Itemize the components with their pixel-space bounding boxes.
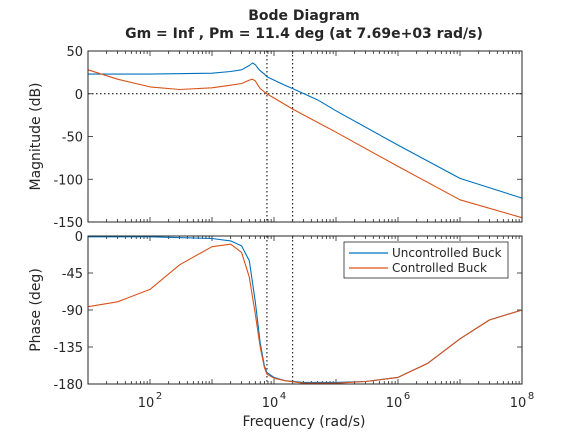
plot-area (88, 51, 522, 222)
y-tick-label: -180 (53, 378, 83, 393)
magnitude-panel: 50 0 -50 -100 -150 Magnitude (dB) (28, 45, 523, 231)
x-axis-label: Frequency (rad/s) (243, 414, 366, 430)
legend-entry: Controlled Buck (392, 261, 487, 275)
series-line-uncontrolled-buck (88, 62, 523, 199)
y-tick-label: 0 (75, 230, 83, 245)
chart-subtitle: Gm = Inf , Pm = 11.4 deg (at 7.69e+03 ra… (125, 26, 483, 42)
x-tick-label: 10 6 (386, 391, 410, 411)
x-axis-tick-labels: 10 2 10 4 10 6 10 8 (138, 391, 534, 411)
x-tick-label: 10 4 (262, 391, 286, 411)
y-tick-label: 0 (75, 88, 83, 103)
series-line-controlled-buck (87, 69, 523, 219)
x-tick-label: 10 2 (138, 391, 162, 411)
x-tick-exponent: 4 (280, 391, 286, 402)
legend-box (343, 241, 509, 279)
y-tick-label: 50 (66, 45, 83, 60)
y-tick-label: -150 (53, 216, 83, 231)
axes-frame (87, 50, 523, 223)
y-tick-label: -45 (62, 267, 83, 282)
x-tick-base: 10 (262, 396, 279, 411)
x-tick-exponent: 6 (404, 391, 410, 402)
y-tick-label: -90 (62, 304, 83, 319)
chart-title: Bode Diagram (248, 8, 360, 24)
series-line-controlled-buck (87, 243, 523, 384)
axes-frame (87, 235, 523, 385)
x-tick-base: 10 (138, 396, 155, 411)
y-axis-label: Phase (deg) (28, 268, 44, 352)
y-tick-label: -135 (53, 341, 83, 356)
legend-entry: Uncontrolled Buck (392, 246, 502, 260)
x-tick-base: 10 (386, 396, 403, 411)
y-tick-label: -100 (53, 173, 83, 188)
x-tick-exponent: 2 (156, 391, 162, 402)
x-tick-base: 10 (510, 396, 527, 411)
y-tick-label: -50 (62, 131, 83, 146)
y-axis-label: Magnitude (dB) (28, 82, 44, 190)
x-tick-label: 10 8 (510, 391, 534, 411)
phase-panel: 0 -45 -90 -135 -180 Phase (deg) (28, 230, 523, 393)
x-tick-exponent: 8 (528, 391, 534, 402)
